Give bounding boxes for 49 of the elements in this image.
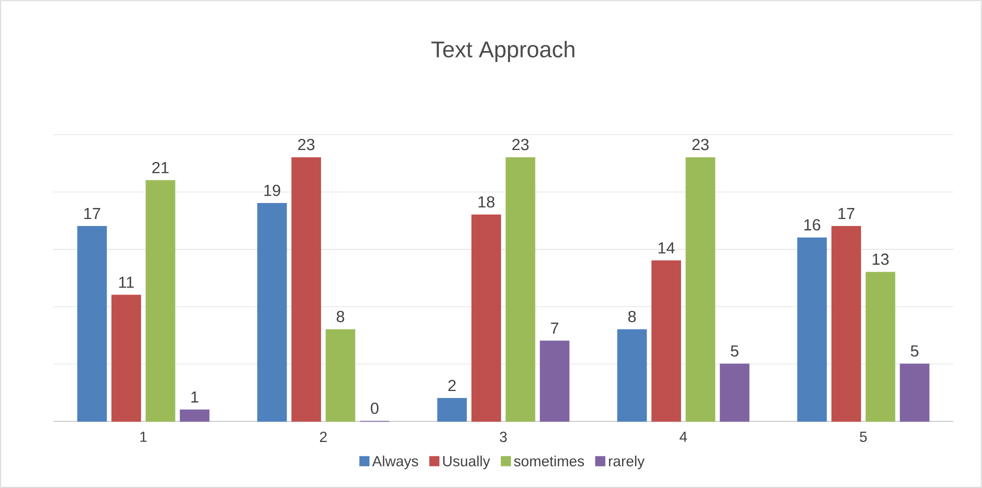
data-label: 8 [628,310,636,322]
legend-label: Usually [443,456,490,470]
bar [471,214,502,422]
data-label: 0 [370,402,378,414]
bar [291,157,322,422]
bar [506,157,536,422]
data-label: 21 [152,162,169,174]
bar [111,294,142,422]
data-label: 16 [804,219,820,230]
bar [797,237,827,422]
bar [651,260,682,422]
data-label: 13 [872,254,889,265]
data-label: 5 [910,345,918,357]
data-label: 23 [512,138,529,150]
bar [617,329,647,422]
data-label: 1 [191,391,198,402]
legend-label: Always [372,456,418,470]
data-label: 2 [448,380,456,392]
data-label: 17 [838,208,854,220]
legend-label: rarely [608,456,645,470]
bar [866,272,896,422]
data-label: 14 [658,242,675,254]
data-label: 5 [730,345,738,357]
data-label: 23 [692,138,709,150]
data-label: 11 [119,276,134,288]
bar [326,329,356,422]
bar [180,409,210,422]
x-tick-label: 1 [140,432,147,442]
x-tick-label: 3 [500,432,507,442]
bar [686,157,716,422]
bar [437,398,467,422]
bar [831,226,862,422]
data-label: 19 [264,184,280,196]
chart-title: Text Approach [431,40,574,62]
x-tick-label: 2 [320,432,327,442]
data-label: 17 [84,208,100,220]
bar [257,203,287,422]
bar [720,364,750,422]
bar [900,364,930,422]
data-label: 18 [478,196,494,208]
bar [77,226,107,422]
data-label: 7 [551,322,558,334]
bar [540,340,570,422]
x-tick-label: 5 [860,432,867,442]
data-label: 8 [336,310,344,322]
bar [146,180,176,422]
legend-label: sometimes [514,456,584,466]
data-label: 23 [298,138,314,150]
x-tick-label: 4 [680,432,687,442]
